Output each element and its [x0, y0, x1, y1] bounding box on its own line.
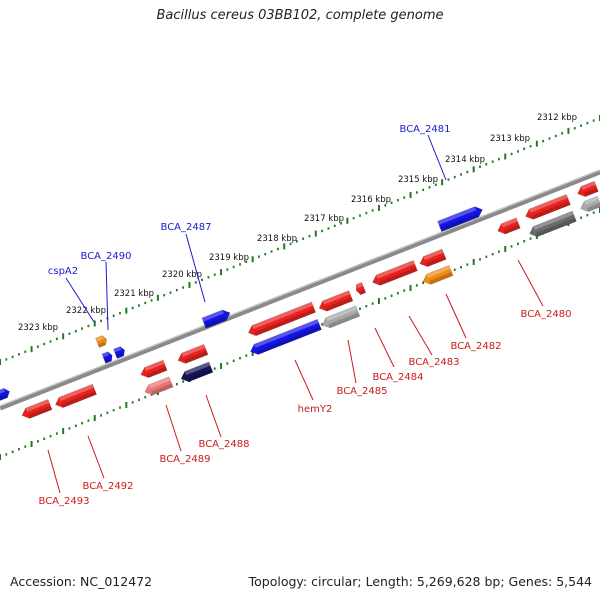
gene-BCA_2482-arrow[interactable] — [418, 248, 447, 269]
scale-labels: 2312 kbp 2313 kbp 2314 kbp 2315 kbp 2316 kbp… — [18, 113, 577, 333]
gene-BCA_2493-arrow[interactable] — [20, 399, 53, 420]
gene-right-edge-gray[interactable] — [579, 195, 600, 214]
gene-BCA_2481-arrow[interactable] — [437, 204, 485, 232]
scale-label: 2322 kbp — [66, 306, 106, 316]
gene-label-BCA_2485[interactable]: BCA_2485 — [337, 386, 388, 397]
genome-title: Bacillus cereus 03BB102, complete genome — [156, 8, 444, 23]
gene-BCA_2488-arrow[interactable] — [176, 344, 209, 365]
gene-upper-edge-arrow[interactable] — [0, 387, 11, 402]
gene-label-cspA2[interactable]: cspA2 — [48, 266, 78, 277]
gene-features — [0, 180, 600, 420]
gene-label-BCA_2488[interactable]: BCA_2488 — [199, 439, 250, 450]
scale-label: 2320 kbp — [162, 270, 202, 280]
gene-leader-line — [374, 327, 395, 368]
gene-leader-line — [165, 404, 182, 452]
scale-label: 2312 kbp — [537, 113, 577, 123]
gene-BCA_2485-arrow[interactable] — [317, 290, 354, 314]
scale-ticks-upper — [0, 115, 600, 365]
gene-BCA_2482b-arrow[interactable] — [421, 265, 454, 286]
gene-label-BCA_2480[interactable]: BCA_2480 — [521, 309, 572, 320]
gene-label-BCA_2492[interactable]: BCA_2492 — [83, 481, 134, 492]
gene-cspA2b-arrow[interactable] — [101, 351, 114, 364]
scale-label: 2318 kbp — [257, 234, 297, 244]
gene-BCA_2490-arrow[interactable] — [95, 335, 109, 348]
gene-leader-line — [47, 449, 61, 494]
gene-right-edge-red[interactable] — [576, 180, 599, 199]
gene-leader-line — [87, 435, 105, 479]
gene-BCA_2488b-arrow[interactable] — [179, 361, 214, 384]
gene-BCA_2485b-arrow[interactable] — [320, 305, 361, 330]
gene-hemY2b-arrow[interactable] — [249, 318, 322, 356]
gene-leader-line — [517, 259, 544, 307]
gene-leader-line — [205, 394, 222, 438]
gene-BCA_2483-arrow[interactable] — [371, 260, 418, 287]
gene-BCA_2489-arrow[interactable] — [139, 359, 168, 380]
gene-leader-line — [427, 134, 447, 181]
gene-label-hemY2[interactable]: hemY2 — [298, 404, 333, 415]
gene-label-BCA_2482[interactable]: BCA_2482 — [451, 341, 502, 352]
scale-label: 2315 kbp — [398, 175, 438, 185]
gene-hemY2-arrow[interactable] — [246, 301, 316, 338]
gene-BCA_2480b-arrow[interactable] — [496, 217, 521, 236]
gene-leader-line — [65, 277, 95, 323]
gene-leader-line — [185, 233, 206, 303]
gene-label-BCA_2483[interactable]: BCA_2483 — [409, 357, 460, 368]
gene-BCA_2487-arrow[interactable] — [201, 308, 232, 329]
genome-summary: Topology: circular; Length: 5,269,628 bp… — [248, 574, 592, 589]
gene-label-BCA_2484[interactable]: BCA_2484 — [373, 372, 424, 383]
gene-BCA_2492-arrow[interactable] — [53, 383, 97, 410]
gene-leader-line — [105, 261, 109, 331]
scale-label: 2316 kbp — [351, 195, 391, 205]
scale-label: 2317 kbp — [304, 214, 344, 224]
genome-backbone — [0, 169, 600, 411]
gene-BCA_2480-arrow-a[interactable] — [524, 194, 571, 221]
gene-leader-line — [445, 293, 467, 339]
scale-label: 2313 kbp — [490, 134, 530, 144]
scale-label: 2314 kbp — [445, 155, 485, 165]
gene-leader-line — [294, 359, 314, 401]
accession-label: Accession: NC_012472 — [10, 574, 153, 589]
gene-leader-line — [408, 315, 433, 356]
gene-label-BCA_2481[interactable]: BCA_2481 — [400, 124, 451, 135]
scale-label: 2321 kbp — [114, 289, 154, 299]
gene-label-BCA_2493[interactable]: BCA_2493 — [39, 496, 90, 507]
gene-BCA_2489b-arrow[interactable] — [143, 376, 174, 397]
gene-leader-line — [347, 339, 357, 384]
gene-cspA2-arrow[interactable] — [113, 346, 127, 359]
gene-BCA_2480-arrow-b[interactable] — [528, 210, 577, 239]
scale-label: 2319 kbp — [209, 253, 249, 263]
gene-label-BCA_2490[interactable]: BCA_2490 — [81, 251, 132, 262]
gene-BCA_2484-arrow[interactable] — [354, 282, 367, 296]
genome-backbone-highlight — [0, 169, 600, 407]
scale-label: 2323 kbp — [18, 323, 58, 333]
gene-label-lines — [47, 134, 544, 494]
gene-label-BCA_2487[interactable]: BCA_2487 — [161, 222, 212, 233]
gene-label-BCA_2489[interactable]: BCA_2489 — [160, 454, 211, 465]
